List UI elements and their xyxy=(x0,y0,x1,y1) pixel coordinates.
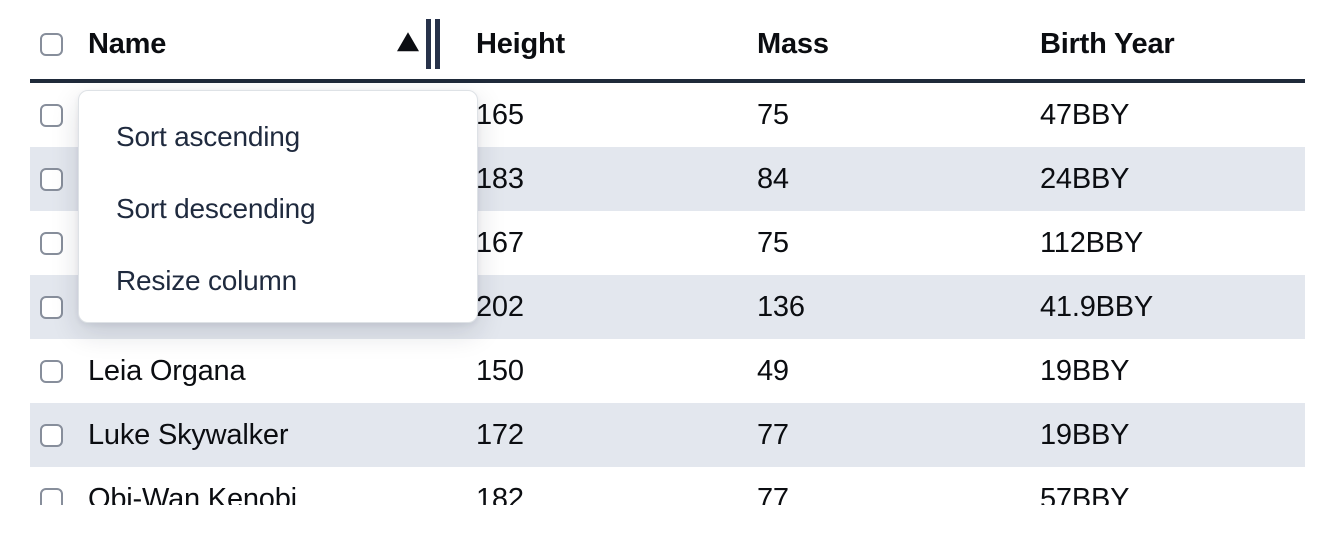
row-checkbox-cell xyxy=(30,211,76,275)
column-header-name[interactable]: Name xyxy=(76,9,446,79)
row-checkbox[interactable] xyxy=(40,487,63,505)
cell-height: 165 xyxy=(476,98,524,131)
column-header-height[interactable]: Height xyxy=(476,27,566,60)
row-checkbox-cell xyxy=(30,467,76,505)
cell-birth-year: 24BBY xyxy=(1040,162,1130,195)
row-checkbox-cell xyxy=(30,83,76,147)
row-checkbox-cell xyxy=(30,339,76,403)
table-row: Obi-Wan Kenobi 182 77 57BBY xyxy=(30,467,1305,505)
menu-item-sort-ascending[interactable]: Sort ascending xyxy=(116,121,300,152)
menu-item-resize-column[interactable]: Resize column xyxy=(116,265,298,296)
row-checkbox[interactable] xyxy=(40,295,63,319)
row-checkbox[interactable] xyxy=(40,103,63,127)
row-checkbox[interactable] xyxy=(40,359,63,383)
cell-birth-year: 112BBY xyxy=(1040,226,1144,259)
cell-height: 182 xyxy=(476,482,524,506)
cell-height: 172 xyxy=(476,418,524,451)
table-row: Leia Organa 150 49 19BBY xyxy=(30,339,1305,403)
column-context-menu: Sort ascending Sort descending Resize co… xyxy=(78,90,478,323)
cell-height: 167 xyxy=(476,226,524,259)
column-header-birth-year[interactable]: Birth Year xyxy=(1040,27,1175,60)
cell-mass: 136 xyxy=(757,290,805,323)
row-checkbox[interactable] xyxy=(40,423,63,447)
cell-name: Leia Organa xyxy=(88,354,246,387)
row-checkbox-cell xyxy=(30,403,76,467)
column-header-name-label: Name xyxy=(88,27,167,60)
cell-birth-year: 41.9BBY xyxy=(1040,290,1154,323)
cell-name: Luke Skywalker xyxy=(88,418,289,451)
cell-height: 150 xyxy=(476,354,524,387)
column-resize-handle[interactable] xyxy=(426,19,440,69)
cell-mass: 75 xyxy=(757,226,789,259)
cell-birth-year: 19BBY xyxy=(1040,418,1130,451)
table-row: Luke Skywalker 172 77 19BBY xyxy=(30,403,1305,467)
sort-ascending-icon xyxy=(397,32,419,52)
row-checkbox[interactable] xyxy=(40,167,63,191)
row-checkbox-cell xyxy=(30,147,76,211)
cell-mass: 75 xyxy=(757,98,789,131)
cell-birth-year: 47BBY xyxy=(1040,98,1130,131)
menu-item-sort-descending[interactable]: Sort descending xyxy=(116,193,316,224)
select-all-checkbox[interactable] xyxy=(40,32,63,56)
cell-mass: 77 xyxy=(757,418,789,451)
cell-birth-year: 57BBY xyxy=(1040,482,1130,506)
row-checkbox[interactable] xyxy=(40,231,63,255)
cell-height: 202 xyxy=(476,290,524,323)
cell-name: Obi-Wan Kenobi xyxy=(88,482,297,506)
column-header-mass[interactable]: Mass xyxy=(757,27,829,60)
header-checkbox-cell xyxy=(30,9,76,79)
cell-mass: 84 xyxy=(757,162,789,195)
row-checkbox-cell xyxy=(30,275,76,339)
cell-height: 183 xyxy=(476,162,524,195)
cell-birth-year: 19BBY xyxy=(1040,354,1130,387)
cell-mass: 77 xyxy=(757,482,789,506)
table-header-row: Name Height Mass Birth Year xyxy=(30,9,1305,83)
cell-mass: 49 xyxy=(757,354,789,387)
